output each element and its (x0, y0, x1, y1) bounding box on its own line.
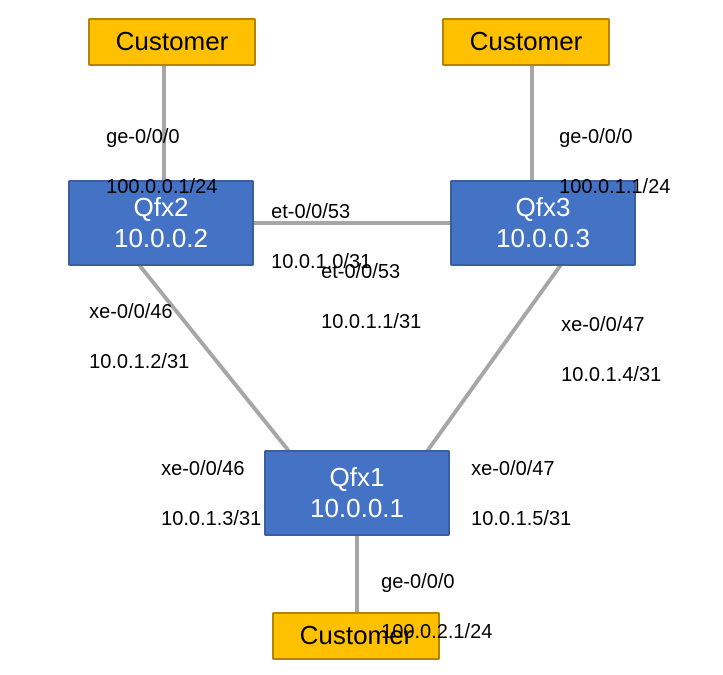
interface-name: et-0/0/53 (271, 201, 350, 223)
interface-ip: 10.0.1.1/31 (321, 311, 421, 333)
interface-name: xe-0/0/46 (89, 301, 172, 323)
interface-ip: 10.0.1.5/31 (471, 508, 571, 530)
customer-label: Customer (470, 26, 583, 57)
interface-ip: 100.0.2.1/24 (381, 621, 492, 643)
router-name: Qfx1 (330, 462, 385, 493)
customer-top-right: Customer (442, 18, 610, 66)
interface-name: et-0/0/53 (321, 261, 400, 283)
interface-ip: 100.0.0.1/24 (106, 176, 217, 198)
customer-top-left: Customer (88, 18, 256, 66)
label-cust3-qfx3: ge-0/0/0 100.0.1.1/24 (548, 100, 670, 200)
interface-ip: 10.0.1.4/31 (561, 364, 661, 386)
router-ip: 10.0.0.1 (310, 493, 404, 524)
router-ip: 10.0.0.3 (496, 223, 590, 254)
label-cust2-qfx2: ge-0/0/0 100.0.0.1/24 (95, 100, 217, 200)
interface-ip: 100.0.1.1/24 (559, 176, 670, 198)
interface-ip: 10.0.1.3/31 (161, 508, 261, 530)
interface-name: xe-0/0/47 (471, 458, 554, 480)
label-qfx1-cust1: ge-0/0/0 100.0.2.1/24 (370, 545, 492, 645)
interface-name: xe-0/0/46 (161, 458, 244, 480)
interface-name: ge-0/0/0 (559, 126, 632, 148)
router-ip: 10.0.0.2 (114, 223, 208, 254)
edge-qfx3-qfx1 (428, 266, 560, 450)
label-qfx3-qfx1-bot: xe-0/0/47 10.0.1.5/31 (460, 432, 571, 532)
customer-label: Customer (116, 26, 229, 57)
router-qfx1: Qfx1 10.0.0.1 (264, 450, 450, 536)
label-qfx2-qfx1-bot: xe-0/0/46 10.0.1.3/31 (150, 432, 261, 532)
interface-name: xe-0/0/47 (561, 314, 644, 336)
label-qfx2-qfx1-top: xe-0/0/46 10.0.1.2/31 (78, 275, 189, 375)
label-qfx2-qfx3-bot: et-0/0/53 10.0.1.1/31 (310, 235, 421, 335)
interface-ip: 10.0.1.2/31 (89, 351, 189, 373)
interface-name: ge-0/0/0 (106, 126, 179, 148)
label-qfx3-qfx1-top: xe-0/0/47 10.0.1.4/31 (550, 288, 661, 388)
interface-name: ge-0/0/0 (381, 571, 454, 593)
